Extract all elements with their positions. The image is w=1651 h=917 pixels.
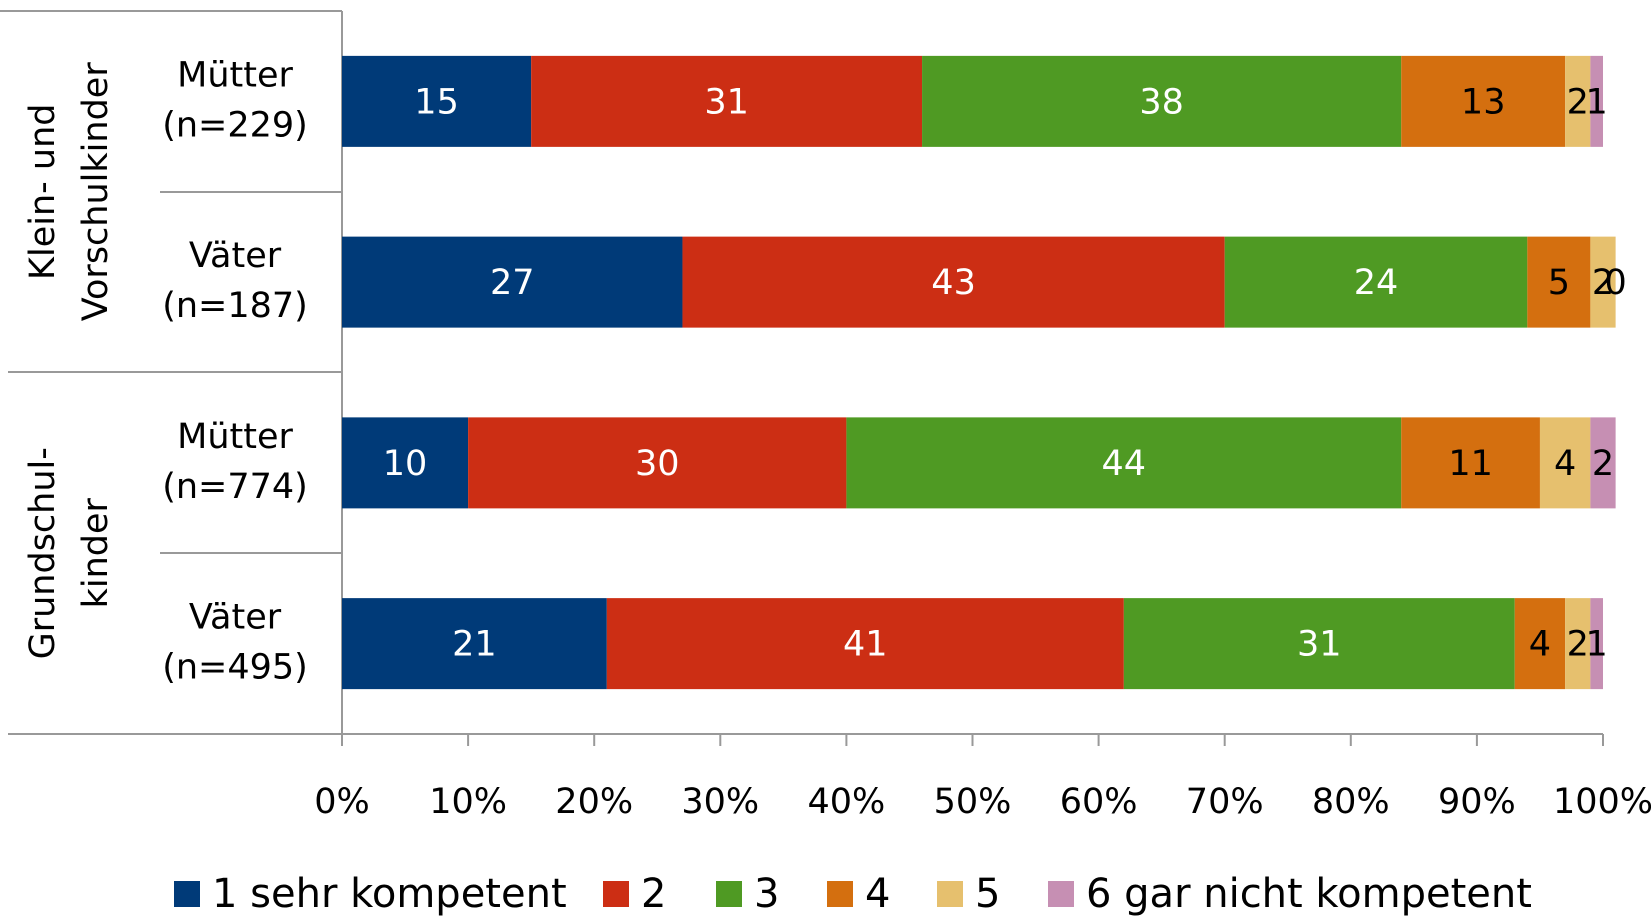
x-tick-label: 70% <box>1186 782 1264 822</box>
legend-swatch <box>716 881 742 907</box>
bar-segment <box>1590 417 1616 509</box>
legend-swatch <box>827 881 853 907</box>
bar-segment <box>1590 236 1616 328</box>
group-label: Grundschul- <box>23 447 63 659</box>
bar-segment <box>1565 55 1591 147</box>
bar-segment <box>846 417 1402 509</box>
x-tick-label: 20% <box>555 782 633 822</box>
data-label: 2 <box>1567 625 1589 665</box>
legend-swatch <box>1048 881 1074 907</box>
data-label: 38 <box>1139 82 1184 122</box>
data-label: 2 <box>1592 263 1614 303</box>
bar-segment <box>1514 598 1566 690</box>
bar-segment <box>342 55 532 147</box>
data-label: 1 <box>1586 82 1608 122</box>
bar-segment <box>342 417 469 509</box>
bar-segment <box>1123 598 1515 690</box>
data-label: 15 <box>414 82 459 122</box>
data-label: 44 <box>1102 444 1147 484</box>
category-label: (n=495) <box>162 648 308 688</box>
bar-segment <box>922 55 1402 147</box>
group-label: kinder <box>76 497 116 608</box>
group-label: Klein- und <box>23 104 63 280</box>
data-label: 24 <box>1354 263 1399 303</box>
data-label: 43 <box>931 263 976 303</box>
category-label: Väter <box>189 598 282 638</box>
x-tick-label: 60% <box>1060 782 1138 822</box>
data-label: 11 <box>1448 444 1493 484</box>
data-label: 31 <box>704 82 749 122</box>
bar-segment <box>1565 598 1591 690</box>
category-label: (n=774) <box>162 467 308 507</box>
bar-segment <box>606 598 1124 690</box>
data-label: 30 <box>635 444 680 484</box>
legend-swatch <box>174 881 200 907</box>
x-tick-label: 100% <box>1553 782 1651 822</box>
bar-segment <box>1590 598 1603 690</box>
legend-swatch <box>603 881 629 907</box>
category-label: (n=187) <box>162 286 308 326</box>
category-label: Mütter <box>177 417 293 457</box>
data-label: 2 <box>1567 82 1589 122</box>
legend-label: 4 <box>865 871 890 917</box>
x-tick-label: 40% <box>808 782 886 822</box>
x-tick-label: 50% <box>934 782 1012 822</box>
legend-label: 1 sehr kompetent <box>212 871 567 917</box>
legend-label: 6 gar nicht kompetent <box>1086 871 1532 917</box>
bar-segment <box>1539 417 1591 509</box>
category-label: (n=229) <box>162 105 308 145</box>
data-label: 41 <box>843 625 888 665</box>
data-label: 4 <box>1529 625 1551 665</box>
bar-segment <box>468 417 847 509</box>
bar-segment <box>342 598 607 690</box>
legend-label: 2 <box>641 871 666 917</box>
bar-segment <box>531 55 923 147</box>
bar-segment <box>342 236 683 328</box>
bar-segment <box>1224 236 1528 328</box>
data-label: 4 <box>1554 444 1576 484</box>
bar-segment <box>1401 55 1566 147</box>
x-tick-label: 80% <box>1312 782 1390 822</box>
bar-segment <box>1527 236 1591 328</box>
x-tick-label: 90% <box>1438 782 1516 822</box>
data-label: 31 <box>1297 625 1342 665</box>
legend-swatch <box>937 881 963 907</box>
legend-label: 3 <box>754 871 779 917</box>
data-label: 1 <box>1586 625 1608 665</box>
x-tick-label: 0% <box>314 782 370 822</box>
bar-segment <box>1401 417 1540 509</box>
data-label: 21 <box>452 625 497 665</box>
group-label: Vorschulkinder <box>76 62 116 322</box>
data-label: 2 <box>1592 444 1614 484</box>
x-tick-label: 10% <box>429 782 507 822</box>
bar-segment <box>1590 55 1603 147</box>
data-label: 10 <box>383 444 428 484</box>
bar-segment <box>682 236 1225 328</box>
data-label: 0 <box>1604 263 1626 303</box>
x-tick-label: 30% <box>681 782 759 822</box>
category-label: Mütter <box>177 55 293 95</box>
data-label: 27 <box>490 263 535 303</box>
data-label: 5 <box>1548 263 1570 303</box>
data-label: 13 <box>1461 82 1506 122</box>
legend-label: 5 <box>975 871 1000 917</box>
category-label: Väter <box>189 236 282 276</box>
